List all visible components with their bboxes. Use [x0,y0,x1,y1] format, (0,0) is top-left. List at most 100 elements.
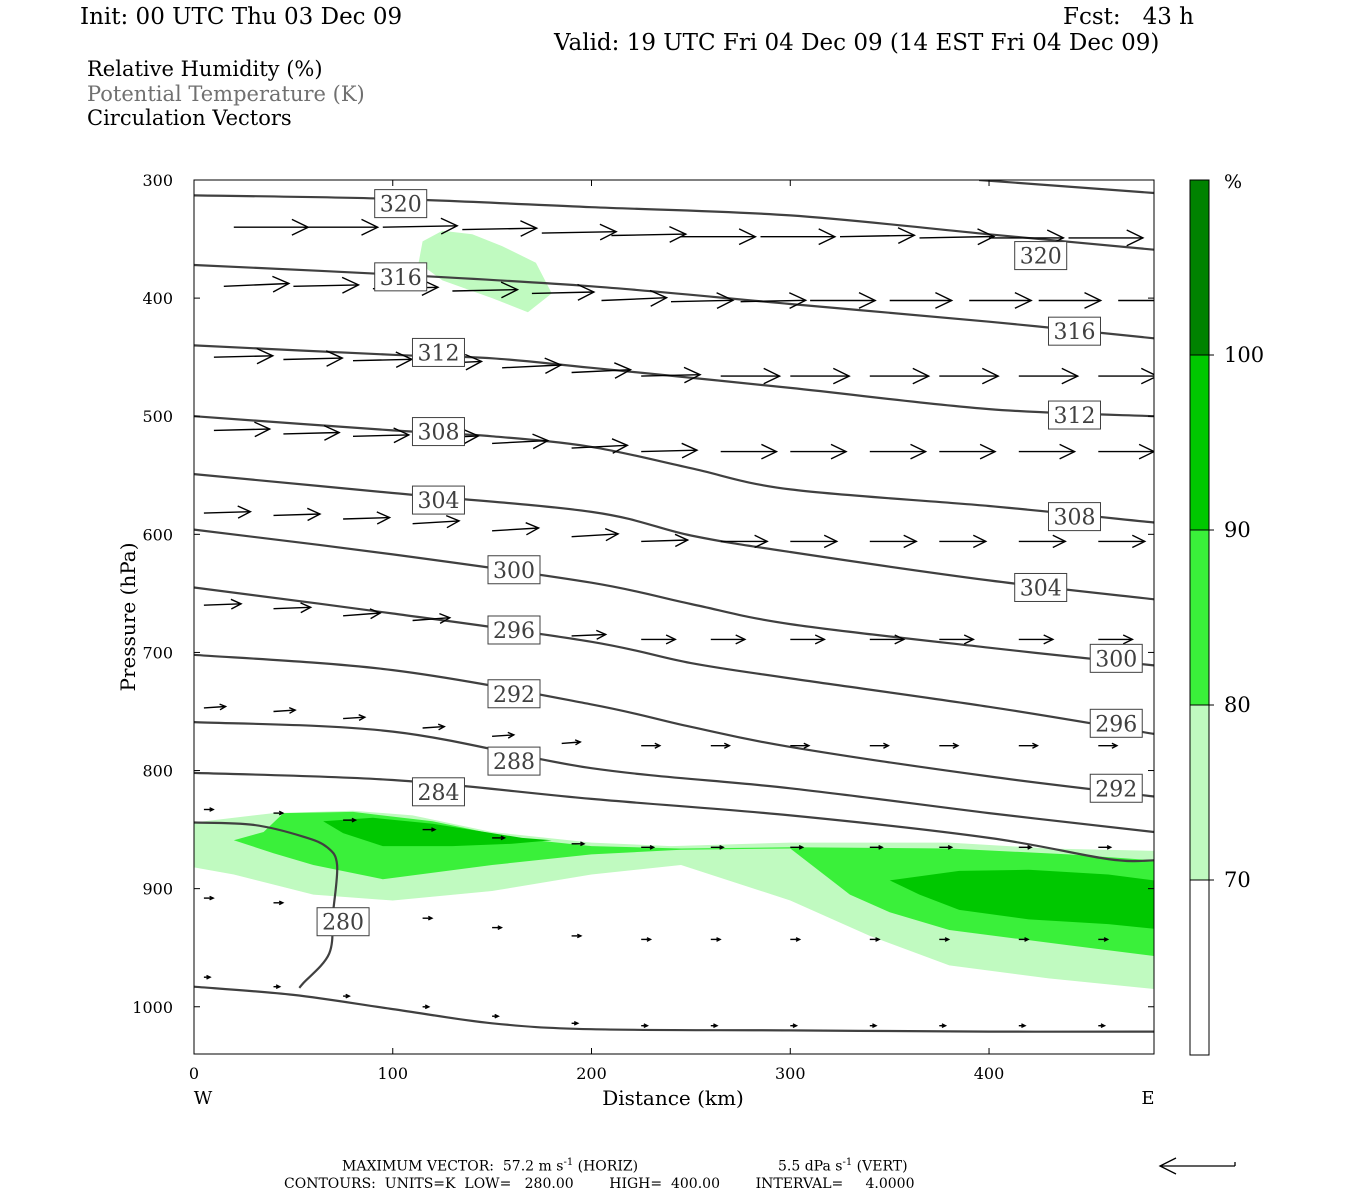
vector-shaft [213,428,270,432]
vector-arrow [681,228,758,246]
valid-time: Valid: 19 UTC Fri 04 Dec 09 (14 EST Fri … [554,30,1160,56]
vector-arrow [233,218,310,236]
vector-head [1032,742,1039,749]
vector-arrow [641,937,653,942]
vector-head [912,367,931,385]
vector-arrow [571,1020,580,1026]
vector-head [1100,1023,1107,1029]
vector-arrow [790,634,827,645]
vector-shaft [422,725,445,729]
vector-arrow [343,714,367,722]
vector-arrow [641,844,656,850]
vector-arrow [790,742,811,749]
west-label: W [194,1088,213,1109]
vector-arrow [293,276,361,294]
vector-arrow [412,514,461,529]
vector-head [500,281,520,299]
vector-head [878,844,884,850]
vector-head [883,742,890,749]
vector-head [573,1020,580,1026]
vector-head [872,1023,878,1029]
vector-head [947,844,954,850]
vector-arrow [343,817,358,823]
vector-arrow [939,443,997,460]
vector-arrow [343,511,392,525]
vector-arrow [1098,937,1110,942]
theta-label-320: 320 [1020,245,1062,270]
vector-arrow [203,598,243,610]
vector-shaft [611,233,686,237]
vector-arrow [1038,291,1103,309]
vector-head [981,367,1000,385]
vector-head [440,217,459,235]
vector-head [646,937,653,942]
theta-contour-288 [194,721,1154,834]
vector-arrow [1018,1023,1027,1029]
x-axis-label: Distance (km) [602,1086,744,1110]
vector-arrow [1118,299,1154,302]
x-tick-label: 200 [576,1064,607,1083]
vector-shaft [343,716,365,720]
theta-label-312: 312 [1053,404,1095,429]
vector-arrow [939,742,960,749]
vector-head [345,993,351,999]
vector-arrow [939,534,988,549]
colorbar-frame [1189,179,1210,1056]
vector-arrow [869,534,918,549]
vector-arrow [382,217,459,235]
vector-arrow [223,275,291,293]
vector-arrow [1098,1023,1107,1029]
vector-head [716,937,722,942]
vector-head [596,629,608,640]
vector-head [972,534,988,549]
contour-labels: 320 320 316 316 312 312 308 308 304 304 300 300 296 2… [316,189,1143,937]
vector-head [431,827,437,832]
vector-arrow [571,629,608,640]
vector-arrow [571,933,583,939]
vector-arrow [790,937,802,942]
vector-arrow [710,844,725,850]
theta-contour-304 [194,473,1154,601]
vector-shaft [492,439,548,445]
x-tick-label: 400 [974,1064,1005,1083]
theta-label-316: 316 [380,266,422,291]
vector-arrow [641,634,677,645]
y-tick-label: 500 [142,407,173,426]
vector-head [1138,443,1154,460]
vector-shaft [283,431,340,435]
vector-head [599,223,618,241]
vector-arrow [452,281,520,299]
legend-relative-humidity: Relative Humidity (%) [87,57,323,81]
vector-head [574,739,582,746]
theta-label-box-312 [411,337,465,367]
vector-head [369,608,382,620]
vector-arrow [541,223,618,241]
theta-label-308: 308 [1053,506,1095,531]
vector-head [649,289,669,307]
vector-head [643,1023,650,1029]
max-vector-line: MAXIMUM VECTOR: 57.2 m s-1 (HORIZ) [342,1157,638,1175]
vector-arrow [422,915,434,921]
vector-arrow [462,220,539,237]
vector-arrow [790,844,805,850]
theta-label-284: 284 [417,781,459,806]
vector-arrow [273,602,313,614]
vector-shaft [412,520,460,525]
x-tick-label: 300 [775,1064,806,1083]
vector-arrow [422,1004,431,1010]
vector-arrow [710,1023,719,1029]
vector-arrow [422,723,446,731]
vector-arrow [641,533,690,548]
vector-head [669,225,688,243]
vector-arrow [869,937,881,942]
vector-arrow [710,937,722,942]
vector-arrow [919,228,996,246]
vector-arrow [203,807,215,812]
vector-arrow [561,739,582,746]
vector-shaft [412,617,450,622]
vector-head [219,703,228,711]
vector-arrow [1018,534,1067,549]
vector-arrow [571,362,633,379]
vector-arrow [1018,937,1030,942]
vector-arrow [869,634,906,645]
